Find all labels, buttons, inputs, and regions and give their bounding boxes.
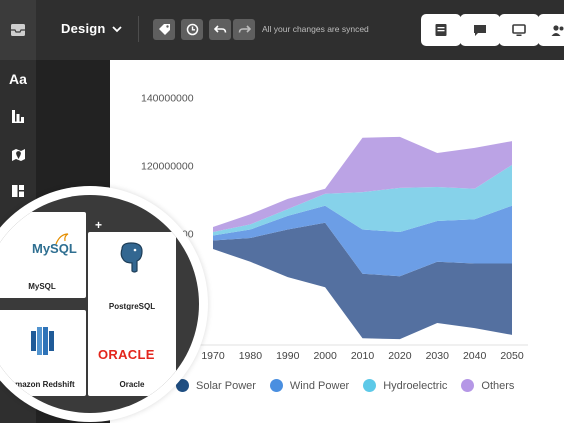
text-tool-label: Aa bbox=[9, 71, 27, 87]
inbox-icon bbox=[11, 24, 25, 36]
sync-status-text: All your changes are synced bbox=[262, 24, 369, 34]
x-tick-label: 1970 bbox=[201, 350, 225, 362]
area-series-wind-power[interactable] bbox=[213, 205, 512, 277]
datasource-card-mysql[interactable]: MySQL MySQL bbox=[0, 212, 86, 298]
legend-label: Hydroelectric bbox=[383, 379, 448, 392]
text-tool-button[interactable]: Aa bbox=[6, 67, 30, 91]
x-tick-label: 1990 bbox=[276, 350, 300, 362]
datasource-card-redshift[interactable]: Amazon Redshift bbox=[0, 310, 86, 396]
datasource-card-postgresql[interactable]: PostgreSQL bbox=[88, 232, 176, 318]
present-button[interactable] bbox=[499, 14, 539, 46]
datasource-label: MySQL bbox=[28, 282, 56, 291]
bar-chart-icon bbox=[12, 110, 24, 123]
layout-tool-button[interactable] bbox=[6, 179, 30, 203]
x-tick-label: 2000 bbox=[313, 350, 337, 362]
area-chart: 1400000001200000001000000008000000019701… bbox=[141, 93, 528, 362]
area-series-others[interactable] bbox=[213, 136, 512, 233]
chevron-down-icon[interactable] bbox=[110, 22, 124, 36]
undo-icon bbox=[213, 25, 226, 33]
legend-swatch bbox=[176, 379, 189, 392]
redo-button[interactable] bbox=[233, 19, 255, 40]
tag-icon bbox=[158, 24, 170, 35]
chart-legend: Solar Power Wind Power Hydroelectric Others bbox=[176, 379, 528, 392]
design-menu-label[interactable]: Design bbox=[61, 21, 106, 36]
legend-item[interactable]: Wind Power bbox=[269, 379, 350, 392]
map-tool-button[interactable] bbox=[6, 142, 30, 166]
legend-item[interactable]: Solar Power bbox=[176, 379, 256, 392]
area-series-hydroelectric[interactable] bbox=[213, 164, 512, 236]
app-logo-button[interactable] bbox=[0, 0, 36, 60]
x-tick-label: 2050 bbox=[500, 350, 524, 362]
legend-item[interactable]: Hydroelectric bbox=[363, 379, 447, 392]
add-postgresql-icon[interactable]: + bbox=[95, 218, 103, 232]
comment-icon bbox=[474, 25, 486, 36]
legend-swatch bbox=[461, 379, 475, 392]
x-tick-label: 1980 bbox=[239, 350, 263, 362]
clock-icon bbox=[186, 23, 198, 36]
x-tick-label: 2020 bbox=[388, 350, 412, 362]
datasource-label: PostgreSQL bbox=[108, 302, 156, 311]
tag-button[interactable] bbox=[153, 19, 175, 40]
share-button[interactable] bbox=[538, 14, 564, 46]
datasource-label: Amazon Redshift bbox=[9, 380, 75, 389]
legend-swatch bbox=[363, 379, 377, 392]
map-pin-icon bbox=[11, 148, 25, 161]
note-icon bbox=[435, 24, 447, 36]
magnifier-content: MySQL MySQL + PostgreSQL + bbox=[0, 195, 199, 413]
legend-item[interactable]: Others bbox=[461, 379, 514, 392]
legend-label: Wind Power bbox=[289, 379, 350, 392]
postgresql-elephant-icon bbox=[120, 242, 143, 273]
users-icon bbox=[551, 24, 564, 36]
x-tick-label: 2010 bbox=[351, 350, 375, 362]
datasource-label: Oracle bbox=[119, 380, 145, 389]
datasource-card-oracle[interactable]: ORACLE Oracle bbox=[88, 310, 176, 396]
legend-swatch bbox=[269, 379, 283, 392]
mysql-logo: MySQL bbox=[32, 241, 77, 256]
undo-button[interactable] bbox=[209, 19, 231, 40]
y-tick-label: 120000000 bbox=[141, 161, 194, 173]
x-tick-label: 2030 bbox=[426, 350, 450, 362]
oracle-logo: ORACLE bbox=[98, 347, 155, 362]
top-toolbar: Design bbox=[0, 0, 564, 60]
chart-canvas[interactable]: 1400000001200000001000000008000000019701… bbox=[110, 60, 564, 423]
history-button[interactable] bbox=[181, 19, 203, 40]
comments-button[interactable] bbox=[460, 14, 500, 46]
monitor-icon bbox=[512, 23, 526, 36]
dolphin-icon bbox=[55, 233, 69, 245]
redshift-icon bbox=[31, 327, 54, 355]
legend-label: Others bbox=[481, 379, 515, 392]
y-tick-label: 140000000 bbox=[141, 93, 194, 105]
toolbar-divider bbox=[138, 16, 139, 42]
redo-icon bbox=[238, 25, 251, 33]
notes-button[interactable] bbox=[421, 14, 461, 46]
area-series-solar-power[interactable] bbox=[213, 222, 512, 340]
x-tick-label: 2040 bbox=[463, 350, 487, 362]
datasource-magnifier: MySQL MySQL + PostgreSQL + bbox=[0, 186, 208, 422]
layout-icon bbox=[12, 185, 24, 197]
chart-tool-button[interactable] bbox=[6, 104, 30, 128]
legend-label: Solar Power bbox=[196, 379, 256, 392]
